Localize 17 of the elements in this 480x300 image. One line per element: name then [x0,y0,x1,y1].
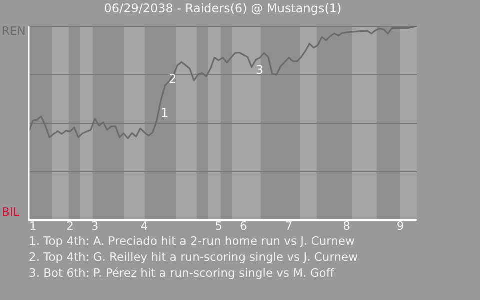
annotation: 3 [256,63,264,77]
x-tick-label: 6 [240,219,248,234]
chart-title: 06/29/2038 - Raiders(6) @ Mustangs(1) [104,1,342,16]
text: 2. Top 4th: G. Reilley hit a run-scoring single vs J. Curnew [29,249,358,265]
annotation: 1 [161,106,169,120]
x-tick-label: 9 [396,219,404,234]
x-tick-label: 3 [91,219,99,234]
text: 1. Top 4th: A. Preciado hit a 2-run home run vs J. Curnew [29,233,356,249]
x-tick-label: 2 [66,219,74,234]
x-tick-label: 8 [343,219,350,234]
text: BIL [2,205,20,220]
x-tick-label: 5 [215,219,223,234]
x-tick-label: 4 [140,219,148,234]
x-tick-label: 1 [29,219,37,234]
annotation: 2 [169,72,177,86]
x-tick-label: 7 [285,219,293,234]
text: 3. Bot 6th: P. Pérez hit a run-scoring single vs M. Goff [29,265,336,281]
